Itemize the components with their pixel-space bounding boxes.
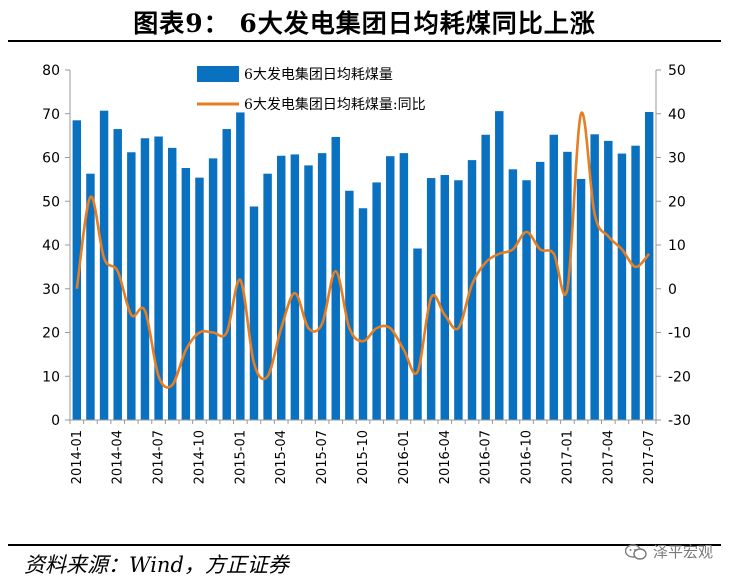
bar — [549, 134, 559, 420]
right-tick-label: 10 — [668, 238, 686, 254]
left-tick-label: 80 — [42, 63, 60, 79]
left-tick-label: 30 — [42, 282, 60, 298]
right-tick-label: 50 — [668, 63, 686, 79]
title-rule — [8, 40, 721, 42]
left-tick-label: 10 — [42, 369, 60, 385]
bar — [454, 180, 463, 420]
x-tick-label: 2015-01 — [233, 430, 248, 484]
bar — [590, 134, 599, 420]
bar — [495, 111, 504, 420]
bar-series — [72, 110, 654, 420]
bar — [86, 173, 95, 420]
bar — [467, 160, 477, 420]
x-tick-label: 2014-07 — [152, 430, 167, 484]
wechat-icon — [624, 543, 647, 560]
x-tick-label: 2017-01 — [560, 430, 575, 484]
right-tick-label: 0 — [668, 282, 677, 298]
bar — [236, 112, 245, 420]
bar — [413, 248, 422, 420]
left-tick-label: 60 — [42, 151, 60, 167]
watermark: 泽平宏观 — [624, 541, 713, 562]
left-axis: 0 10 20 30 40 50 60 70 80 — [42, 63, 71, 429]
bar — [604, 140, 613, 420]
x-tick-label: 2014-04 — [111, 430, 126, 484]
x-axis: 2014-01 2014-04 2014-07 2014-10 2015-01 2015-… — [69, 419, 657, 484]
right-axis: -30 -20 -10 0 10 20 30 40 50 — [655, 63, 691, 429]
x-tick-label: 2015-04 — [274, 430, 289, 484]
source-note: 资料来源：Wind，方正证券 — [24, 553, 289, 577]
chart-title: 图表9： 6大发电集团日均耗煤同比上涨 — [133, 9, 596, 38]
chart: 0 10 20 30 40 50 60 70 80 -30 -20 -10 0 10 20 30 40 50 2… — [42, 63, 691, 484]
x-tick-label: 2015-10 — [356, 430, 371, 484]
x-tick-label: 2016-01 — [397, 430, 412, 484]
bar — [277, 155, 286, 420]
bar — [331, 136, 340, 420]
bar — [386, 156, 395, 420]
bar — [440, 175, 449, 420]
line-series — [75, 111, 651, 389]
legend: 6大发电集团日均耗煤量 6大发电集团日均耗煤量:同比 — [197, 66, 426, 113]
legend-bar-label: 6大发电集团日均耗煤量 — [244, 66, 393, 83]
bar — [317, 153, 327, 420]
bar — [154, 136, 163, 420]
bar — [576, 178, 586, 420]
bar — [508, 169, 518, 420]
right-tick-label: 20 — [668, 194, 686, 210]
x-tick-label: 2016-10 — [520, 430, 535, 484]
right-tick-label: -20 — [668, 369, 691, 385]
x-tick-label: 2016-04 — [438, 430, 453, 484]
legend-bar-swatch — [197, 66, 239, 82]
bar — [372, 182, 381, 420]
bar — [181, 168, 191, 420]
bar — [208, 158, 218, 420]
left-tick-label: 20 — [42, 326, 60, 342]
x-tick-label: 2015-07 — [315, 430, 330, 484]
bar — [644, 112, 654, 420]
left-tick-label: 40 — [42, 238, 60, 254]
x-tick-label: 2014-01 — [70, 430, 85, 484]
left-tick-label: 50 — [42, 194, 60, 210]
bar — [140, 138, 150, 420]
bar — [535, 161, 545, 420]
right-tick-label: -30 — [668, 413, 691, 429]
bar — [481, 134, 490, 420]
bar — [399, 153, 409, 420]
bar — [304, 165, 313, 420]
right-tick-label: 30 — [668, 151, 686, 167]
x-tick-label: 2016-07 — [479, 430, 494, 484]
left-tick-label: 0 — [51, 413, 60, 429]
source-rule — [8, 544, 721, 546]
x-tick-label: 2014-10 — [192, 430, 207, 484]
x-tick-label: 2017-07 — [642, 430, 657, 484]
yoy-line — [75, 111, 651, 389]
x-tick-label: 2017-04 — [601, 430, 616, 484]
right-tick-label: 40 — [668, 107, 686, 123]
bar — [345, 190, 354, 420]
bar — [358, 208, 368, 420]
bar — [522, 180, 531, 420]
bar — [290, 154, 300, 420]
bar — [99, 110, 109, 420]
bar — [127, 152, 136, 420]
bar — [263, 173, 272, 420]
bar — [195, 177, 204, 420]
right-tick-label: -10 — [668, 326, 691, 342]
bar — [167, 147, 177, 420]
left-tick-label: 70 — [42, 107, 60, 123]
legend-line-label: 6大发电集团日均耗煤量:同比 — [244, 96, 426, 113]
bar — [222, 129, 231, 420]
bar — [631, 145, 640, 420]
bar — [72, 120, 82, 420]
bar — [249, 206, 259, 420]
watermark-text: 泽平宏观 — [652, 543, 713, 561]
bar — [617, 153, 627, 420]
